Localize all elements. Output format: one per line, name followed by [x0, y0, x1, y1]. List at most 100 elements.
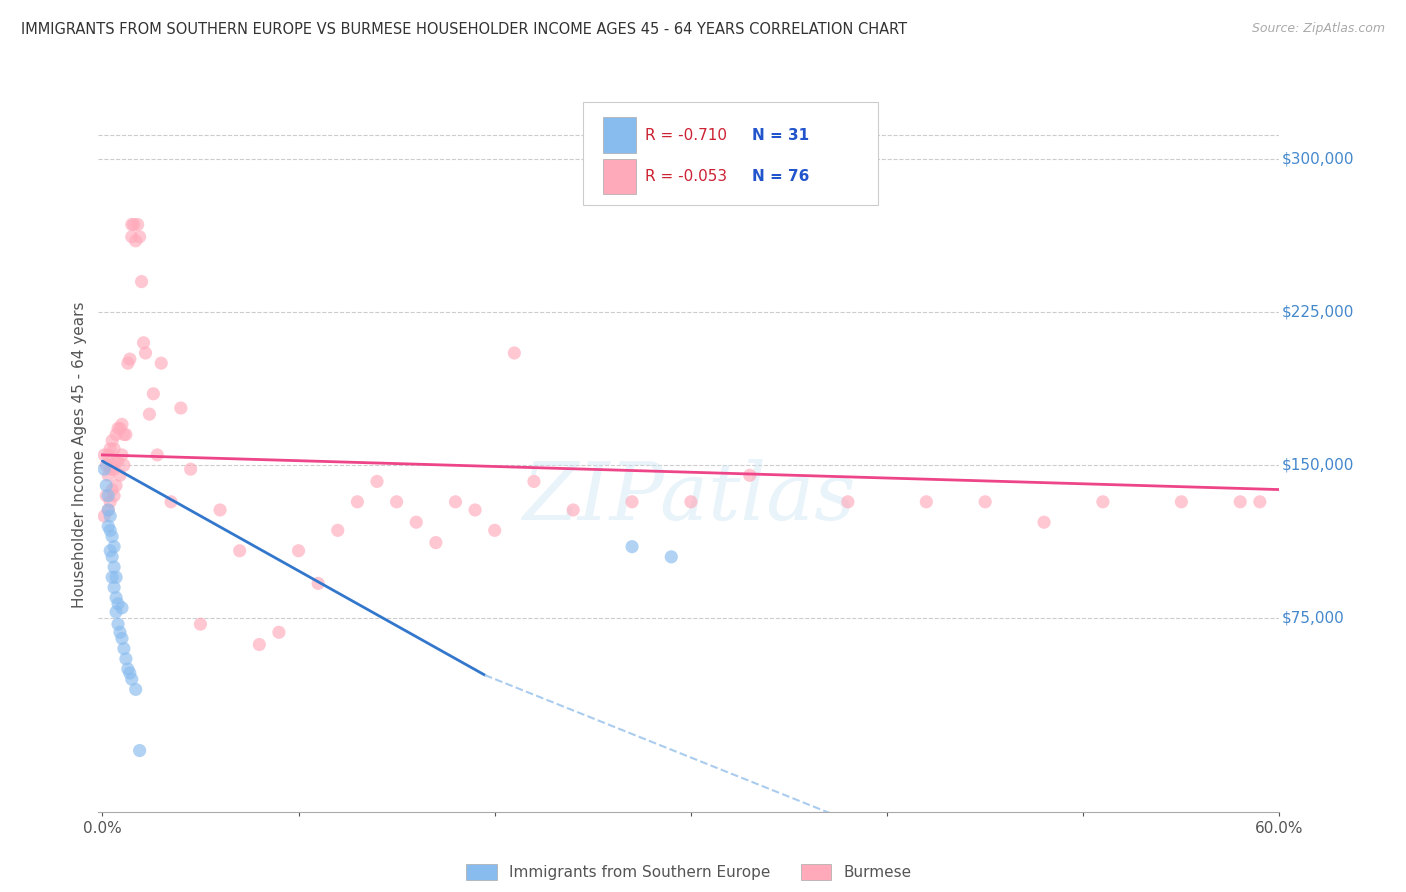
Text: $150,000: $150,000	[1282, 458, 1354, 473]
Text: N = 76: N = 76	[752, 169, 808, 184]
Point	[405, 515, 427, 529]
Point	[101, 434, 124, 448]
Text: R = -0.710: R = -0.710	[645, 128, 727, 143]
Point	[101, 458, 124, 472]
Point	[103, 489, 125, 503]
Point	[128, 229, 150, 244]
Point	[103, 581, 125, 595]
Point	[160, 495, 183, 509]
Point	[307, 576, 329, 591]
Point	[111, 600, 134, 615]
Point	[1091, 495, 1114, 509]
Point	[562, 503, 585, 517]
Point	[128, 743, 150, 757]
Point	[93, 509, 115, 524]
Point	[837, 495, 859, 509]
Point	[101, 549, 124, 564]
Point	[118, 666, 141, 681]
Point	[118, 352, 141, 367]
Point	[98, 442, 121, 456]
Point	[121, 218, 143, 232]
Point	[101, 529, 124, 543]
Point	[93, 462, 115, 476]
Point	[1033, 515, 1056, 529]
Point	[915, 495, 938, 509]
Point	[108, 625, 131, 640]
Point	[121, 672, 143, 686]
Point	[97, 448, 120, 462]
Point	[105, 454, 128, 468]
Point	[97, 503, 120, 517]
Text: R = -0.053: R = -0.053	[645, 169, 727, 184]
Point	[267, 625, 290, 640]
Point	[115, 427, 138, 442]
Point	[287, 543, 309, 558]
Point	[117, 662, 139, 676]
Point	[101, 483, 124, 497]
Point	[105, 570, 128, 584]
Point	[101, 570, 124, 584]
Point	[1229, 495, 1251, 509]
Point	[523, 475, 546, 489]
Point	[142, 386, 165, 401]
Point	[146, 448, 169, 462]
Point	[209, 503, 232, 517]
Point	[444, 495, 467, 509]
Point	[326, 524, 349, 538]
Point	[621, 495, 644, 509]
Point	[108, 468, 131, 483]
Point	[150, 356, 173, 370]
Text: ZIPatlas: ZIPatlas	[522, 459, 856, 536]
Point	[107, 421, 129, 435]
Point	[107, 617, 129, 632]
Point	[98, 509, 121, 524]
Point	[97, 468, 120, 483]
Point	[1170, 495, 1192, 509]
Text: Source: ZipAtlas.com: Source: ZipAtlas.com	[1251, 22, 1385, 36]
Point	[112, 458, 135, 472]
Point	[484, 524, 506, 538]
Point	[96, 478, 118, 492]
Point	[180, 462, 202, 476]
Point	[103, 560, 125, 574]
Point	[127, 218, 149, 232]
Point	[464, 503, 486, 517]
Point	[121, 229, 143, 244]
Point	[125, 682, 148, 697]
Point	[98, 543, 121, 558]
Text: $225,000: $225,000	[1282, 305, 1354, 319]
Point	[112, 427, 135, 442]
Y-axis label: Householder Income Ages 45 - 64 years: Householder Income Ages 45 - 64 years	[72, 301, 87, 608]
Point	[679, 495, 702, 509]
Point	[228, 543, 250, 558]
Point	[111, 632, 134, 646]
Point	[103, 442, 125, 456]
Point	[96, 458, 118, 472]
Text: N = 31: N = 31	[752, 128, 808, 143]
Point	[738, 468, 761, 483]
Point	[131, 275, 153, 289]
Point	[103, 462, 125, 476]
Point	[107, 454, 129, 468]
FancyBboxPatch shape	[582, 102, 877, 205]
Point	[117, 356, 139, 370]
Point	[621, 540, 644, 554]
Point	[97, 489, 120, 503]
Point	[111, 417, 134, 432]
Point	[170, 401, 193, 415]
Point	[105, 605, 128, 619]
Point	[111, 448, 134, 462]
Point	[112, 641, 135, 656]
Point	[105, 591, 128, 605]
Legend: Immigrants from Southern Europe, Burmese: Immigrants from Southern Europe, Burmese	[460, 858, 918, 886]
Point	[107, 597, 129, 611]
Point	[659, 549, 682, 564]
Point	[1249, 495, 1271, 509]
Point	[425, 535, 447, 549]
Point	[105, 478, 128, 492]
Text: $300,000: $300,000	[1282, 152, 1354, 167]
Point	[385, 495, 408, 509]
Point	[98, 462, 121, 476]
FancyBboxPatch shape	[603, 118, 636, 153]
Point	[125, 234, 148, 248]
